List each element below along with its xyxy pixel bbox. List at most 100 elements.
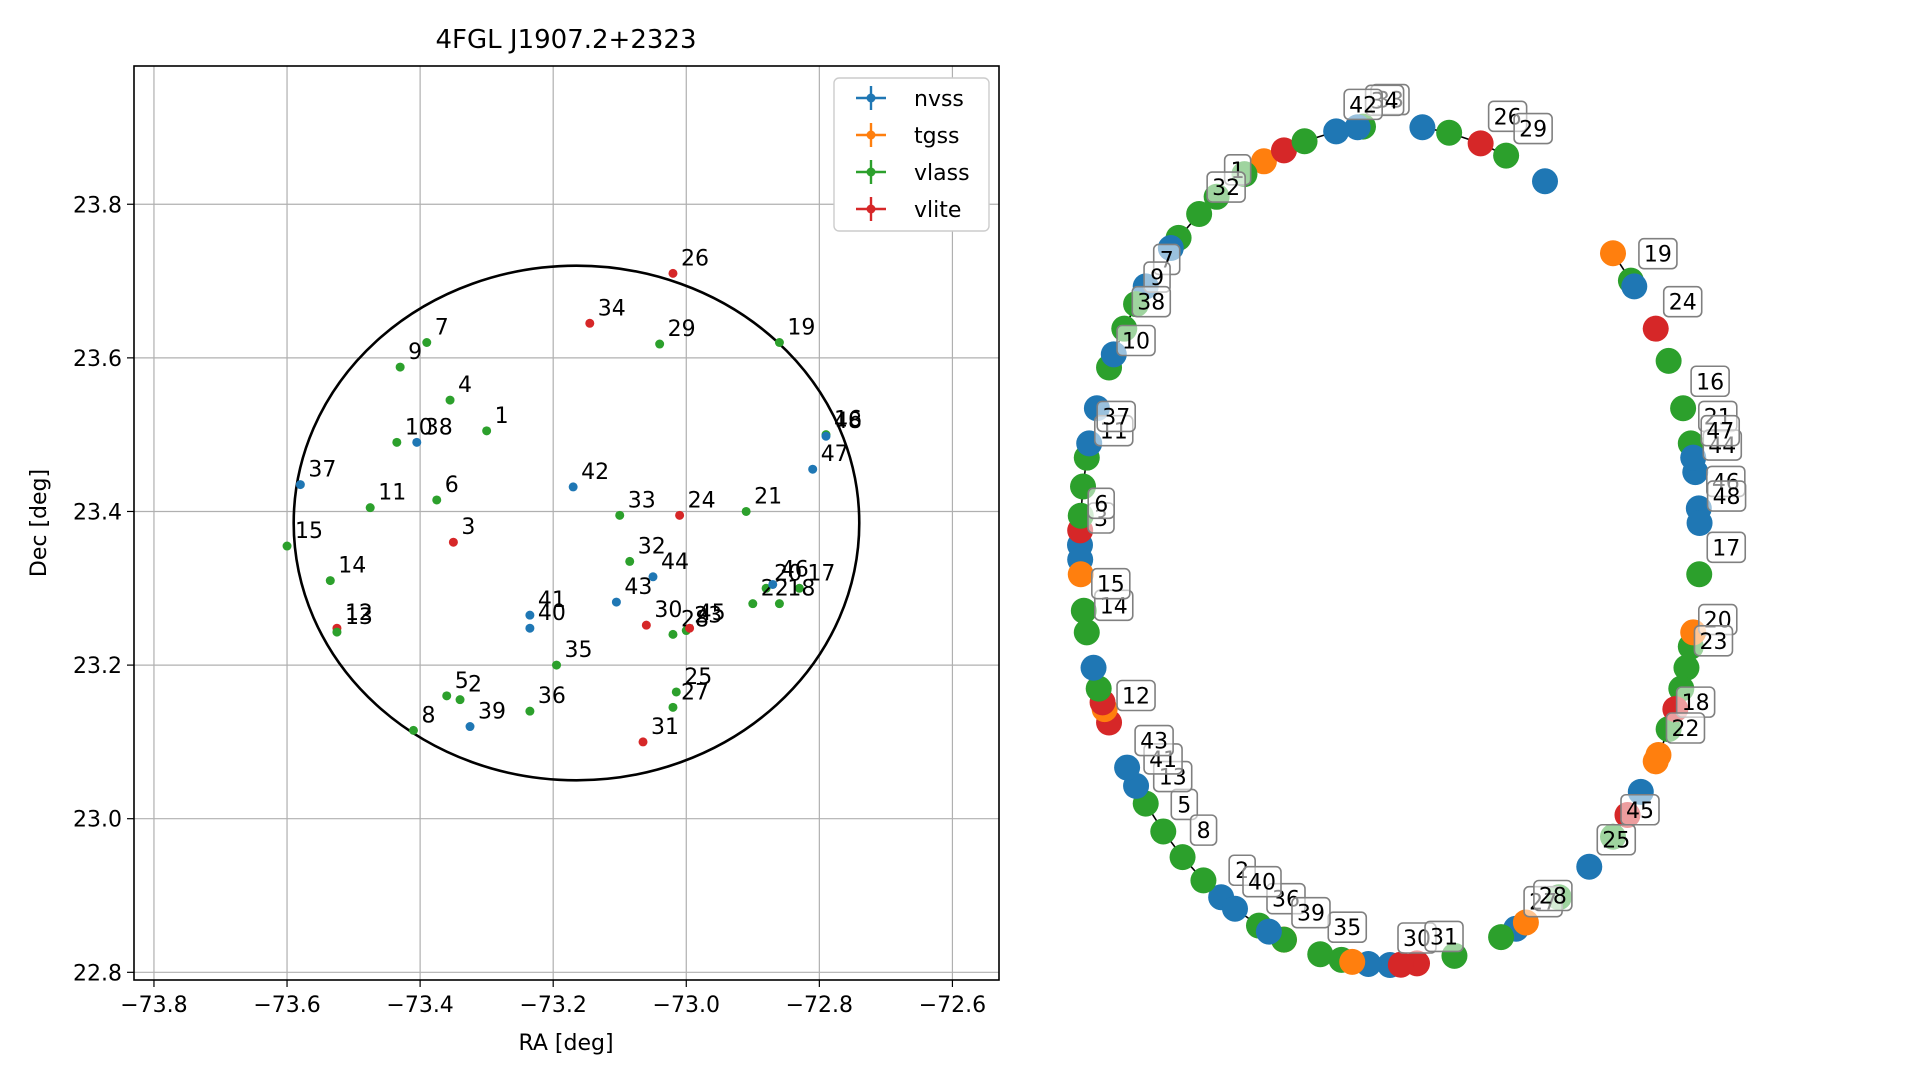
network-node-tag: 17 (1706, 531, 1747, 564)
legend-label: vlite (914, 198, 961, 223)
network-node-tag: 42 (1343, 88, 1383, 121)
source-label: 45 (698, 601, 726, 626)
source-label: 6 (445, 473, 459, 498)
network-node (1085, 675, 1112, 702)
network-node-label: 39 (1297, 902, 1325, 927)
network-node-tag: 9 (1143, 261, 1171, 293)
source-point: 45 (685, 601, 726, 633)
y-tick-label: 23.6 (73, 347, 122, 372)
source-point: 17 (794, 561, 835, 593)
source-point: 36 (525, 684, 566, 716)
network-node-tag-box (1087, 487, 1115, 520)
legend-marker (866, 93, 876, 103)
source-marker (648, 572, 658, 582)
network-node-tag: 40 (1242, 865, 1282, 898)
network-node-label: 23 (1699, 630, 1727, 655)
network-node-tag-box (1131, 285, 1172, 318)
network-node-label: 6 (1094, 492, 1108, 517)
source-label: 41 (538, 588, 566, 613)
x-tick-label: −73.2 (519, 993, 586, 1018)
legend-item: nvss (856, 86, 964, 112)
source-point: 7 (422, 316, 449, 348)
network-node-tag: 23 (1693, 624, 1734, 657)
source-marker (282, 541, 292, 551)
source-marker (821, 431, 831, 441)
source-point: 25 (671, 665, 712, 697)
y-tick-label: 23.2 (73, 654, 122, 679)
legend-marker (866, 130, 876, 140)
network-node-tag: 39 (1291, 896, 1331, 929)
x-tick-label: −73.0 (653, 993, 720, 1018)
network-node-label: 47 (1706, 420, 1734, 445)
network-node (1150, 818, 1177, 845)
source-point: 18 (774, 577, 815, 609)
network-node-tag: 43 (1134, 724, 1174, 757)
source-marker (525, 610, 535, 620)
network-node (1467, 130, 1494, 157)
source-label: 12 (345, 601, 373, 626)
source-points: 1234567891011121314151617181920212223242… (282, 246, 862, 747)
source-marker (675, 510, 685, 520)
source-point: 34 (585, 296, 626, 328)
network-node-tag-box (1690, 365, 1730, 398)
x-tick-label: −73.8 (120, 993, 187, 1018)
network-node-label: 43 (1140, 730, 1168, 755)
network-node-tag-box (1638, 237, 1678, 270)
network-node-tag: 24 (1662, 285, 1703, 318)
source-label: 36 (538, 684, 566, 709)
source-point: 14 (325, 554, 366, 586)
chart-title: 4FGL J1907.2+2323 (436, 25, 697, 55)
source-marker (668, 629, 678, 639)
network-node-labels: 1235678910111213141516171819202122232425… (1087, 83, 1747, 954)
network-node (1323, 118, 1350, 145)
source-label: 4 (458, 373, 472, 398)
source-label: 15 (295, 519, 323, 544)
source-point: 40 (525, 601, 566, 633)
x-tick-label: −72.6 (919, 993, 986, 1018)
source-marker (465, 722, 475, 732)
network-node-tag-box (1513, 112, 1553, 145)
y-tick-label: 23.4 (73, 500, 122, 525)
network-node-label: 18 (1682, 691, 1710, 716)
network-node-tag-box (1706, 480, 1747, 512)
source-marker (295, 480, 305, 490)
network-node-label: 15 (1097, 573, 1125, 598)
network-node-label: 8 (1197, 819, 1211, 844)
source-label: 26 (681, 246, 709, 271)
source-marker (395, 362, 405, 372)
source-marker (525, 706, 535, 716)
source-label: 7 (435, 316, 449, 341)
network-node-tag: 35 (1327, 911, 1368, 944)
network-node-tag-box (1189, 814, 1218, 846)
source-point: 37 (295, 458, 336, 490)
network-node (1222, 895, 1248, 922)
network-node-label: 29 (1519, 118, 1547, 143)
network-node-tag: 22 (1665, 712, 1706, 744)
source-label: 31 (651, 715, 679, 740)
network-node-tag: 28 (1533, 879, 1573, 912)
source-label: 48 (834, 409, 862, 434)
source-marker (655, 339, 665, 349)
y-axis-label: Dec [deg] (27, 469, 52, 577)
source-marker (455, 695, 465, 705)
network-node-tag-box (1665, 712, 1706, 744)
network-node-tag-box (1700, 414, 1741, 447)
network-node-tag-box (1134, 724, 1174, 757)
source-marker (325, 576, 335, 586)
network-node (1532, 168, 1558, 195)
network-node (1114, 754, 1141, 781)
source-point: 2 (455, 673, 482, 705)
source-marker (552, 660, 562, 670)
sky-scatter-plot: 4FGL J1907.2+2323 1234567891011121314151… (27, 25, 1000, 1056)
network-node (1621, 273, 1648, 300)
network-node-tag-box (1116, 324, 1156, 357)
source-point: 48 (821, 409, 862, 441)
network-node (1673, 654, 1700, 681)
network-node-tag: 18 (1675, 686, 1716, 718)
network-node-tag-box (1533, 879, 1573, 912)
source-marker (585, 318, 595, 328)
source-label: 21 (754, 484, 782, 509)
source-point: 11 (365, 481, 406, 513)
network-node-label: 32 (1212, 176, 1240, 201)
source-point: 47 (808, 442, 849, 474)
